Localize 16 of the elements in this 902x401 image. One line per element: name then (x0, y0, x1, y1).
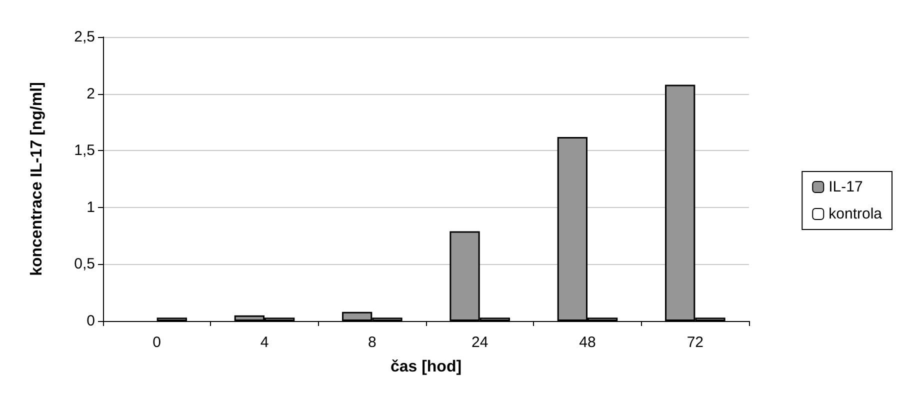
y-tick-label: 0,5 (74, 256, 95, 273)
x-tick-label: 8 (368, 334, 376, 351)
x-axis-title: čas [hod] (390, 358, 462, 376)
y-tick-label: 1,5 (74, 142, 95, 160)
y-tick-label: 1 (86, 198, 95, 216)
x-tick-label: 4 (260, 334, 269, 351)
legend-label: kontrola (828, 206, 883, 222)
x-tick-label: 48 (579, 334, 596, 351)
y-axis-title: koncentrace IL-17 [ng/ml] (28, 82, 46, 276)
x-tick-label: 0 (152, 334, 162, 351)
legend-label: IL-17 (828, 178, 863, 196)
x-tick-label: 72 (686, 334, 704, 351)
y-tick-label: 2,5 (74, 28, 95, 46)
y-tick-label: 0 (86, 312, 95, 330)
x-tick-label: 24 (471, 334, 488, 351)
y-tick-label: 2 (86, 85, 95, 102)
